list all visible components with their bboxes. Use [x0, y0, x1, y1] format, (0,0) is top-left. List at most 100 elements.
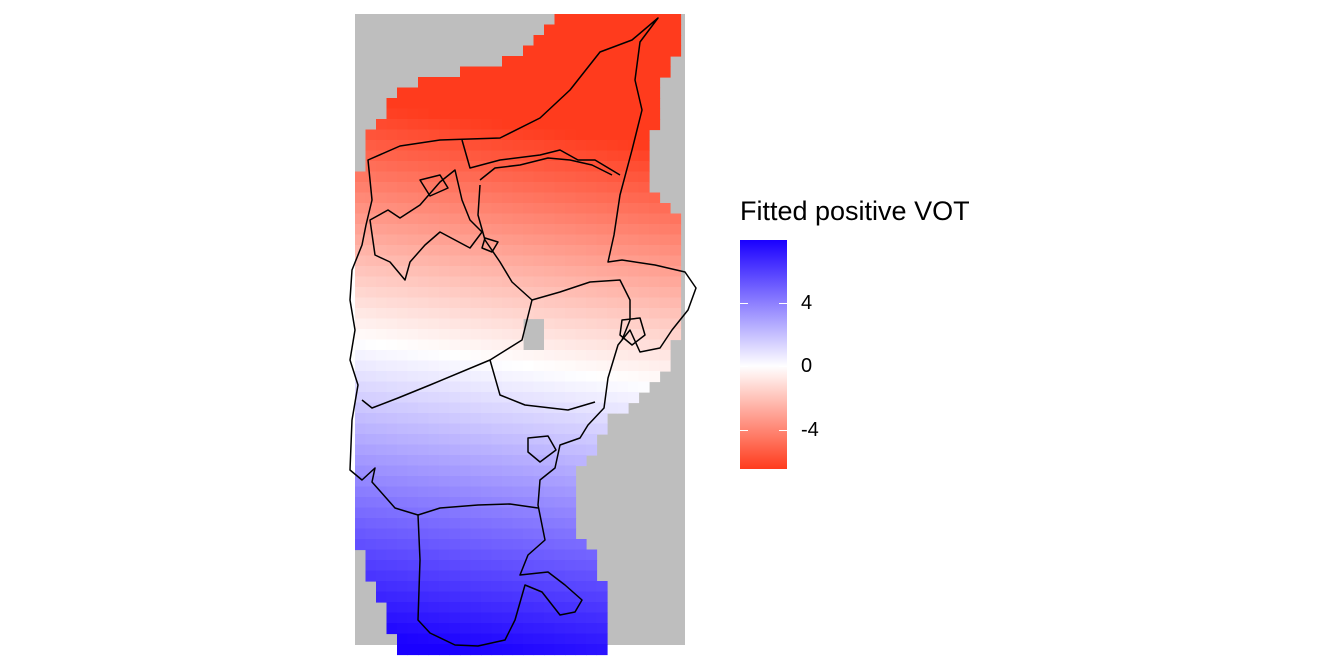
raster-cell: [386, 161, 398, 173]
raster-cell: [544, 266, 556, 278]
raster-cell: [460, 612, 472, 624]
raster-cell: [617, 66, 629, 78]
raster-cell: [502, 234, 514, 246]
raster-cell: [586, 329, 598, 341]
raster-cell: [649, 35, 661, 47]
raster-cell: [554, 329, 566, 341]
raster-cell: [544, 591, 556, 603]
raster-cell: [659, 224, 671, 236]
raster-cell: [649, 45, 661, 57]
raster-cell: [596, 24, 608, 36]
raster-cell: [386, 108, 398, 120]
raster-cell: [407, 360, 419, 372]
raster-cell: [491, 360, 503, 372]
raster-cell: [418, 339, 430, 351]
raster-cell: [418, 255, 430, 267]
raster-cell: [533, 549, 545, 561]
raster-cell: [544, 140, 556, 152]
raster-cell: [586, 297, 598, 309]
raster-cell: [428, 602, 440, 614]
raster-cell: [460, 444, 472, 456]
raster-cell: [439, 161, 451, 173]
raster-cell: [386, 591, 398, 603]
raster-cell: [586, 108, 598, 120]
raster-cell: [523, 276, 535, 288]
raster-cell: [491, 612, 503, 624]
region-border: [479, 157, 613, 181]
raster-cell: [428, 129, 440, 141]
raster-cell: [439, 465, 451, 477]
raster-cell: [376, 213, 388, 225]
raster-cell: [428, 413, 440, 425]
raster-cell: [439, 497, 451, 509]
raster-cell: [376, 182, 388, 194]
raster-cell: [386, 360, 398, 372]
raster-cell: [386, 518, 398, 530]
raster-cell: [523, 465, 535, 477]
raster-cell: [523, 245, 535, 257]
raster-cell: [397, 287, 409, 299]
raster-cell: [460, 549, 472, 561]
raster-cell: [386, 413, 398, 425]
raster-cell: [439, 623, 451, 635]
raster-cell: [376, 444, 388, 456]
coastline: [349, 17, 697, 647]
raster-cell: [481, 182, 493, 194]
raster-cell: [428, 570, 440, 582]
raster-cell: [523, 297, 535, 309]
raster-cell: [397, 350, 409, 362]
raster-cell: [481, 423, 493, 435]
raster-cell: [376, 245, 388, 257]
raster-cell: [407, 486, 419, 498]
raster-cell: [554, 591, 566, 603]
raster-cell: [491, 633, 503, 645]
raster-cell: [586, 150, 598, 162]
raster-cell: [649, 14, 661, 26]
raster-cell: [638, 182, 650, 194]
raster-cell: [365, 276, 377, 288]
raster-cell: [544, 77, 556, 89]
raster-cell: [502, 213, 514, 225]
raster-cell: [439, 549, 451, 561]
raster-cell: [617, 24, 629, 36]
raster-cell: [565, 224, 577, 236]
raster-cell: [460, 455, 472, 467]
raster-cell: [491, 234, 503, 246]
raster-cell: [575, 360, 587, 372]
raster-cell: [575, 108, 587, 120]
raster-cell: [502, 255, 514, 267]
raster-cell: [397, 507, 409, 519]
raster-cell: [428, 402, 440, 414]
raster-cell: [376, 161, 388, 173]
raster-cell: [439, 276, 451, 288]
raster-cell: [565, 182, 577, 194]
raster-cell: [376, 560, 388, 572]
raster-cell: [449, 119, 461, 131]
raster-cell: [523, 497, 535, 509]
raster-cell: [659, 56, 671, 68]
raster-cell: [439, 308, 451, 320]
raster-cell: [449, 444, 461, 456]
raster-cell: [554, 612, 566, 624]
raster-cell: [628, 56, 640, 68]
raster-cell: [407, 129, 419, 141]
raster-cell: [376, 171, 388, 183]
raster-cell: [596, 171, 608, 183]
region-border: [417, 503, 539, 516]
raster-cell: [418, 266, 430, 278]
raster-cell: [670, 297, 682, 309]
raster-cell: [617, 360, 629, 372]
raster-cell: [428, 297, 440, 309]
raster-cell: [586, 140, 598, 152]
raster-cell: [586, 381, 598, 393]
raster-cell: [491, 602, 503, 614]
raster-cell: [491, 213, 503, 225]
raster-cell: [565, 108, 577, 120]
raster-cell: [565, 633, 577, 645]
raster-cell: [386, 455, 398, 467]
raster-cell: [397, 497, 409, 509]
raster-cell: [523, 560, 535, 572]
raster-cell: [376, 255, 388, 267]
raster-cell: [376, 224, 388, 236]
raster-cell: [596, 56, 608, 68]
